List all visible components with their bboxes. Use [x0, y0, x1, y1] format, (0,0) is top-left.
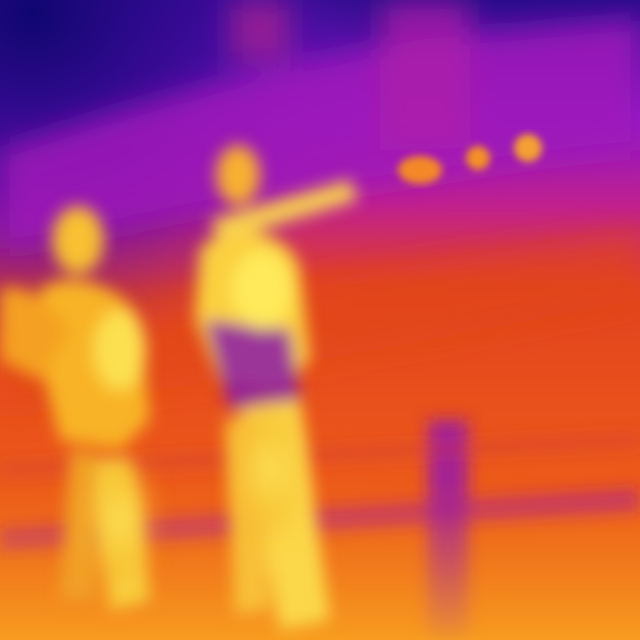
warm-spots: [398, 134, 542, 184]
background-structure: [0, 0, 640, 420]
heat-highlights: [90, 400, 300, 590]
